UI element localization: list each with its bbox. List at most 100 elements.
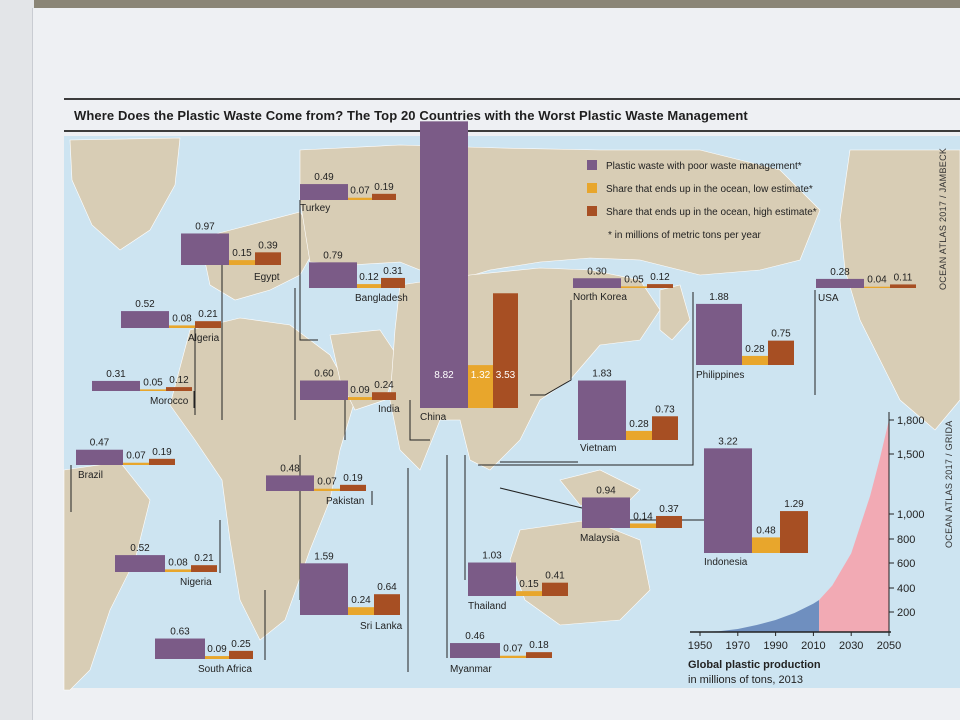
label-malaysia: Malaysia (580, 533, 620, 544)
bar-low-egypt (229, 260, 255, 265)
value-poor-thailand: 1.03 (482, 551, 502, 562)
label-north-korea: North Korea (573, 292, 627, 303)
label-egypt: Egypt (254, 272, 280, 283)
legend-note: * in millions of metric tons per year (608, 230, 762, 241)
inset-x-label-1950: 1950 (688, 640, 712, 652)
bar-low-india (348, 397, 372, 400)
value-low-nigeria: 0.08 (168, 557, 188, 568)
bar-high-north-korea (647, 284, 673, 288)
inset-y-label-400: 400 (897, 583, 915, 595)
value-low-philippines: 0.28 (745, 344, 765, 355)
value-low-north-korea: 0.05 (624, 274, 644, 285)
value-high-nigeria: 0.21 (194, 553, 214, 564)
value-high-myanmar: 0.18 (529, 640, 549, 651)
bar-high-nigeria (191, 565, 217, 572)
country-group-malaysia: 0.94 0.14 0.37 Malaysia (580, 485, 682, 544)
bar-poor-thailand (468, 562, 516, 596)
bar-low-myanmar (500, 655, 526, 658)
country-group-sri-lanka: 1.59 0.24 0.64 Sri Lanka (300, 551, 403, 632)
bar-high-malaysia (656, 515, 682, 528)
value-low-brazil: 0.07 (126, 451, 146, 462)
bar-low-bangladesh (357, 284, 381, 288)
value-low-myanmar: 0.07 (503, 644, 523, 655)
country-group-china: 8.82 1.32 3.53 China (420, 121, 518, 423)
country-group-usa: 0.28 0.04 0.11 USA (816, 267, 916, 304)
country-group-morocco: 0.31 0.05 0.12 Morocco (92, 369, 192, 407)
value-poor-pakistan: 0.48 (280, 463, 300, 474)
credit-jambeck: OCEAN ATLAS 2017 / JAMBECK (938, 147, 948, 290)
bar-poor-usa (816, 278, 864, 288)
value-high-usa: 0.11 (894, 272, 913, 283)
label-turkey: Turkey (300, 203, 330, 214)
label-sri-lanka: Sri Lanka (360, 621, 403, 632)
bar-high-india (372, 392, 396, 400)
bar-high-thailand (542, 582, 568, 596)
bar-low-morocco (140, 389, 166, 391)
value-high-sri-lanka: 0.64 (377, 582, 397, 593)
value-poor-usa: 0.28 (830, 267, 850, 278)
legend-swatch-2 (587, 183, 597, 193)
value-high-bangladesh: 0.31 (383, 266, 403, 277)
value-poor-south-africa: 0.63 (170, 627, 190, 638)
bar-high-bangladesh (381, 277, 405, 288)
land-greenland (69, 137, 181, 251)
inset-x-label-1990: 1990 (763, 640, 787, 652)
label-indonesia: Indonesia (704, 557, 748, 568)
value-high-vietnam: 0.73 (655, 404, 675, 415)
label-south-africa: South Africa (198, 664, 252, 675)
label-morocco: Morocco (150, 396, 189, 407)
country-group-pakistan: 0.48 0.07 0.19 Pakistan (266, 463, 366, 507)
inset-x-label-2010: 2010 (801, 640, 825, 652)
value-low-turkey: 0.07 (350, 186, 370, 197)
bar-poor-malaysia (582, 497, 630, 528)
leader-line-19 (478, 292, 694, 466)
bar-high-usa (890, 284, 916, 288)
label-china: China (420, 412, 447, 423)
value-low-algeria: 0.08 (172, 313, 192, 324)
bar-low-north-korea (621, 286, 647, 288)
left-page-edge (0, 0, 34, 720)
bar-low-algeria (169, 325, 195, 328)
value-poor-malaysia: 0.94 (596, 485, 616, 496)
label-usa: USA (818, 293, 839, 304)
bar-low-vietnam (626, 430, 652, 440)
label-thailand: Thailand (468, 601, 506, 612)
inset-x-label-2030: 2030 (839, 640, 863, 652)
value-poor-nigeria: 0.52 (130, 543, 150, 554)
country-group-algeria: 0.52 0.08 0.21 Algeria (121, 299, 221, 344)
label-pakistan: Pakistan (326, 496, 364, 507)
value-poor-morocco: 0.31 (106, 369, 126, 380)
value-high-thailand: 0.41 (545, 571, 565, 582)
value-high-indonesia: 1.29 (784, 499, 804, 510)
bar-high-vietnam (652, 416, 678, 440)
bar-poor-nigeria (115, 555, 165, 572)
value-low-thailand: 0.15 (519, 579, 539, 590)
bar-low-usa (864, 286, 890, 288)
value-high-philippines: 0.75 (771, 329, 791, 340)
inset-y-label-800: 800 (897, 534, 915, 546)
value-poor-north-korea: 0.30 (587, 266, 607, 277)
inset-title: Global plastic production (688, 659, 821, 671)
inset-subtitle: in millions of tons, 2013 (688, 674, 803, 686)
country-bars: 8.82 1.32 3.53 China 3.22 0.48 1.29 Indonesia 1.… (76, 121, 916, 675)
bar-high-south-africa (229, 650, 253, 659)
value-poor-philippines: 1.88 (709, 292, 729, 303)
value-low-indonesia: 0.48 (756, 525, 776, 536)
bar-poor-algeria (121, 311, 169, 328)
land-north-america (839, 149, 960, 431)
value-poor-indonesia: 3.22 (718, 436, 738, 447)
value-high-india: 0.24 (374, 380, 394, 391)
country-group-philippines: 1.88 0.28 0.75 Philippines (696, 292, 794, 381)
label-brazil: Brazil (78, 470, 103, 481)
country-group-vietnam: 1.83 0.28 0.73 Vietnam (578, 369, 678, 454)
bar-poor-pakistan (266, 475, 314, 491)
bar-low-south-africa (205, 656, 229, 659)
bar-high-turkey (372, 193, 396, 200)
land-japan (659, 284, 691, 341)
value-low-sri-lanka: 0.24 (351, 595, 371, 606)
leader-line-16 (530, 300, 572, 396)
bar-high-brazil (149, 458, 175, 465)
value-high-morocco: 0.12 (169, 375, 189, 386)
country-group-turkey: 0.49 0.07 0.19 Turkey (300, 172, 396, 214)
